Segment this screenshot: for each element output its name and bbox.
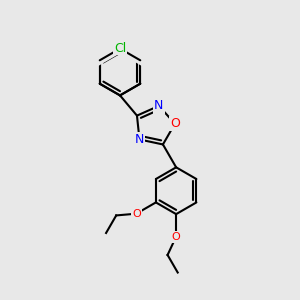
Text: N: N <box>154 99 164 112</box>
Text: O: O <box>132 209 141 219</box>
Text: Cl: Cl <box>114 41 126 55</box>
Text: O: O <box>172 232 181 242</box>
Text: N: N <box>135 133 144 146</box>
Text: O: O <box>170 117 180 130</box>
